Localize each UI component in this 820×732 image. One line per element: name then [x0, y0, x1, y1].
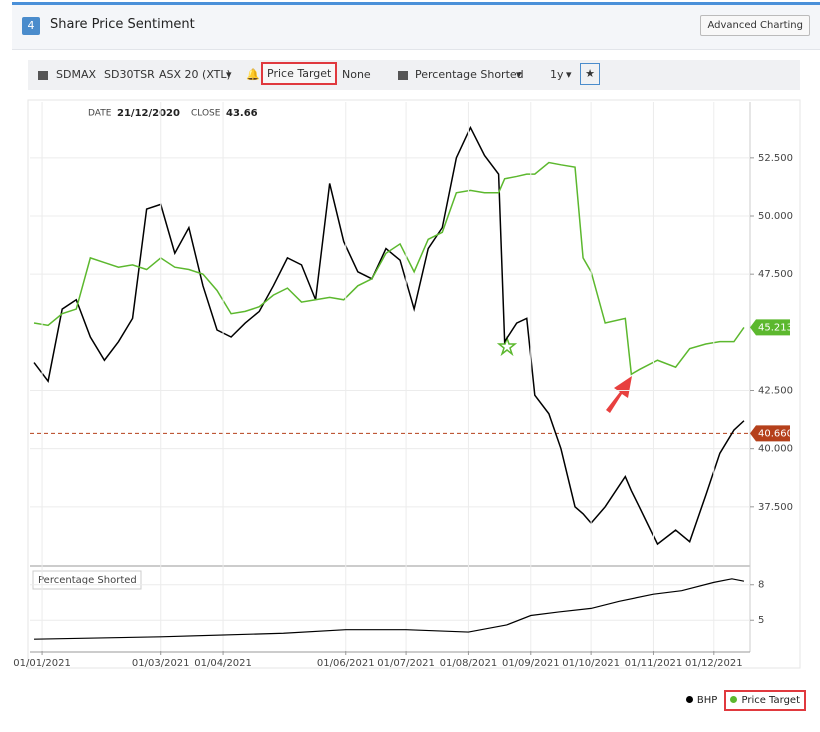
toolbar-item[interactable]: 1y: [550, 68, 564, 81]
toolbar-item[interactable]: Percentage Shorted: [415, 68, 524, 81]
advanced-charting-button[interactable]: Advanced Charting: [700, 15, 810, 36]
legend-item[interactable]: Price Target: [724, 690, 806, 711]
chart-frame: [27, 99, 801, 669]
x-tick-label: 01/12/2021: [685, 658, 743, 669]
y-tick-label: 5: [758, 615, 764, 626]
star-button[interactable]: ★: [580, 63, 600, 85]
info-label: DATE: [88, 109, 112, 119]
event-star: [496, 335, 518, 357]
toolbar-item[interactable]: ASX 20 (XTL): [159, 68, 231, 81]
reference-label: 40.660: [758, 428, 793, 439]
current-value-label: 45.213: [758, 322, 793, 333]
x-tick-label: 01/09/2021: [502, 658, 560, 669]
info-value: 21/12/2020: [117, 108, 180, 119]
y-tick-label: 47.500: [758, 269, 793, 280]
info-label: CLOSE: [191, 109, 221, 119]
x-tick-label: 01/03/2021: [132, 658, 190, 669]
y-tick-label: 8: [758, 580, 764, 591]
y-tick-label: 52.500: [758, 153, 793, 164]
y-tick-label: 50.000: [758, 211, 793, 222]
x-tick-label: 01/01/2021: [13, 658, 71, 669]
x-tick-label: 01/07/2021: [377, 658, 435, 669]
annotation-arrow: [606, 376, 632, 413]
x-tick-label: 01/11/2021: [625, 658, 683, 669]
icon: [38, 71, 48, 80]
y-tick-label: 42.500: [758, 386, 793, 397]
panel: [12, 2, 820, 732]
panel-header: 4 Share Price Sentiment Advanced Chartin…: [12, 5, 820, 50]
info-value: 43.66: [226, 108, 258, 119]
y-tick-label: 37.500: [758, 502, 793, 513]
reference-tag: [750, 425, 790, 442]
x-tick-label: 01/06/2021: [317, 658, 375, 669]
toolbar-item[interactable]: SD30TSR: [104, 68, 155, 81]
badge: 4: [22, 17, 40, 35]
toolbar-item[interactable]: None: [342, 68, 371, 81]
toolbar-item[interactable]: Price Target: [261, 62, 338, 85]
current-value-tag: [750, 319, 790, 336]
subchart-title: Percentage Shorted: [38, 575, 137, 586]
toolbar-item[interactable]: SDMAX: [56, 68, 97, 81]
dropdown-caret: ▾: [566, 68, 572, 81]
dropdown-caret: ▾: [226, 68, 232, 81]
legend-label: BHP: [696, 695, 718, 706]
x-tick-label: 01/08/2021: [440, 658, 498, 669]
panel-title: Share Price Sentiment: [50, 17, 195, 32]
toolbar: SDMAX SD30TSR ASX 20 (XTL) ▾ 🔔 Price Tar…: [28, 60, 800, 90]
series-line: [34, 578, 745, 640]
series-line: [33, 125, 745, 546]
series-line: [33, 161, 745, 376]
legend-label: Price Target: [741, 695, 800, 706]
dropdown-caret: ▾: [516, 68, 522, 81]
bell-icon: 🔔: [246, 68, 260, 81]
x-tick-label: 01/04/2021: [194, 658, 252, 669]
legend: BHP Price Target: [685, 690, 806, 711]
x-tick-label: 01/10/2021: [562, 658, 620, 669]
y-tick-label: 40.000: [758, 444, 793, 455]
icon: [398, 71, 408, 80]
legend-swatch: [730, 696, 738, 703]
legend-swatch: [685, 696, 693, 703]
legend-item[interactable]: BHP: [685, 695, 718, 706]
